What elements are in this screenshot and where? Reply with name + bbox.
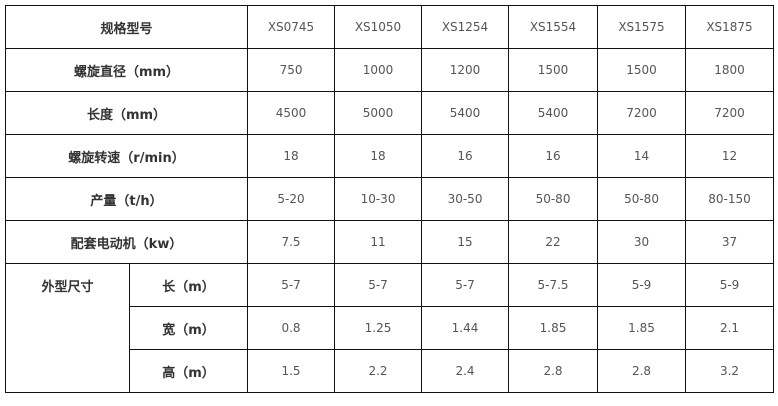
row-label: 配套电动机（kw） [4,220,249,264]
table-row: 螺旋直径（mm） 750 1000 1200 1500 1500 1800 [4,48,775,92]
dimensions-label: 外型尺寸 [5,263,130,393]
model-cell: XS0745 [247,5,336,49]
value-cell: 4500 [247,91,336,135]
value-cell: 50-80 [508,177,599,221]
model-cell: XS1575 [597,5,687,49]
value-cell: 1.44 [421,306,510,350]
value-cell: 30-50 [421,177,510,221]
value-cell: 2.2 [334,349,423,393]
table-row: 配套电动机（kw） 7.5 11 15 22 30 37 [4,220,775,264]
value-cell: 7200 [597,91,687,135]
value-cell: 2.8 [597,349,687,393]
value-cell: 1.85 [597,306,687,350]
value-cell: 3.2 [685,349,775,393]
value-cell: 5400 [421,91,510,135]
value-cell: 1.25 [334,306,423,350]
value-cell: 7200 [685,91,775,135]
value-cell: 30 [597,220,687,264]
dimension-row: 外型尺寸 长（m） 5-7 5-7 5-7 5-7.5 5-9 5-9 [5,263,775,393]
value-cell: 15 [421,220,510,264]
row-label: 螺旋转速（r/min） [4,134,249,178]
value-cell: 5400 [508,91,599,135]
value-cell: 10-30 [334,177,423,221]
value-cell: 5-7 [421,263,510,307]
value-cell: 2.1 [685,306,775,350]
value-cell: 18 [247,134,336,178]
row-label: 螺旋直径（mm） [4,48,249,92]
value-cell: 5-9 [597,263,687,307]
model-cell: XS1554 [508,5,599,49]
value-cell: 1000 [334,48,423,92]
row-label: 产量（t/h） [4,177,249,221]
value-cell: 1.5 [247,349,336,393]
value-cell: 1200 [421,48,510,92]
model-cell: XS1875 [685,5,775,49]
dimension-label: 高（m） [128,349,249,393]
header-label: 规格型号 [4,5,249,49]
value-cell: 1.85 [508,306,599,350]
row-label: 长度（mm） [4,91,249,135]
header-row: 规格型号 XS0745 XS1050 XS1254 XS1554 XS1575 … [4,5,775,49]
value-cell: 80-150 [685,177,775,221]
spec-table: 规格型号 XS0745 XS1050 XS1254 XS1554 XS1575 … [4,5,775,393]
dimension-label: 宽（m） [128,306,249,350]
value-cell: 11 [334,220,423,264]
value-cell: 50-80 [597,177,687,221]
table-row: 长度（mm） 4500 5000 5400 5400 7200 7200 [4,91,775,135]
dimension-row: 高（m） 1.5 2.2 2.4 2.8 2.8 3.2 [6,349,775,393]
value-cell: 2.8 [508,349,599,393]
value-cell: 5-7 [247,263,336,307]
value-cell: 7.5 [247,220,336,264]
table-row: 产量（t/h） 5-20 10-30 30-50 50-80 50-80 80-150 [4,177,775,221]
value-cell: 750 [247,48,336,92]
value-cell: 0.8 [247,306,336,350]
value-cell: 14 [597,134,687,178]
value-cell: 2.4 [421,349,510,393]
dimension-label: 长（m） [128,263,249,307]
value-cell: 18 [334,134,423,178]
value-cell: 16 [508,134,599,178]
value-cell: 1500 [597,48,687,92]
value-cell: 22 [508,220,599,264]
value-cell: 1500 [508,48,599,92]
value-cell: 5-7.5 [508,263,599,307]
value-cell: 5-20 [247,177,336,221]
value-cell: 37 [685,220,775,264]
table-row: 螺旋转速（r/min） 18 18 16 16 14 12 [4,134,775,178]
model-cell: XS1050 [334,5,423,49]
value-cell: 5-9 [685,263,775,307]
value-cell: 1800 [685,48,775,92]
dimension-row: 宽（m） 0.8 1.25 1.44 1.85 1.85 2.1 [6,306,775,350]
value-cell: 5-7 [334,263,423,307]
value-cell: 5000 [334,91,423,135]
model-cell: XS1254 [421,5,510,49]
value-cell: 12 [685,134,775,178]
value-cell: 16 [421,134,510,178]
